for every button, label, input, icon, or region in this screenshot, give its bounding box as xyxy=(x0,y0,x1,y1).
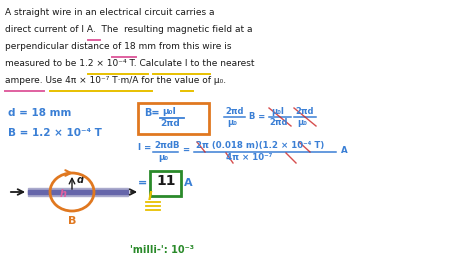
Text: ampere. Use 4π × 10⁻⁷ T·m/A for the value of μ₀.: ampere. Use 4π × 10⁻⁷ T·m/A for the valu… xyxy=(5,76,226,85)
Text: =: = xyxy=(182,146,189,155)
Text: 11: 11 xyxy=(156,174,176,188)
Bar xyxy=(28,188,128,196)
Text: 2πd: 2πd xyxy=(160,119,180,128)
Text: B: B xyxy=(68,216,76,226)
Text: d: d xyxy=(77,175,84,185)
FancyBboxPatch shape xyxy=(138,102,210,134)
FancyBboxPatch shape xyxy=(151,171,182,196)
Text: perpendicular distance of 18 mm from this wire is: perpendicular distance of 18 mm from thi… xyxy=(5,42,231,51)
Text: μ₀I: μ₀I xyxy=(271,107,284,116)
Text: μ₀: μ₀ xyxy=(227,118,237,127)
Text: =: = xyxy=(138,178,147,188)
Text: A: A xyxy=(341,146,347,155)
Text: μ₀: μ₀ xyxy=(297,118,307,127)
Text: 2πd: 2πd xyxy=(269,118,288,127)
Text: 2πd: 2πd xyxy=(295,107,313,116)
Bar xyxy=(28,190,128,194)
Text: 4π × 10⁻⁷: 4π × 10⁻⁷ xyxy=(226,153,273,162)
Text: I: I xyxy=(148,190,153,203)
Text: B =: B = xyxy=(249,112,265,121)
Text: 'milli-': 10⁻³: 'milli-': 10⁻³ xyxy=(130,245,194,255)
Text: B = 1.2 × 10⁻⁴ T: B = 1.2 × 10⁻⁴ T xyxy=(8,128,102,138)
Text: 2πdB: 2πdB xyxy=(154,141,180,150)
Text: μ₀: μ₀ xyxy=(158,153,168,162)
Text: B=: B= xyxy=(144,108,159,118)
Text: μ₀I: μ₀I xyxy=(162,107,176,116)
Text: 2πd: 2πd xyxy=(225,107,244,116)
Text: h: h xyxy=(60,189,66,199)
Text: A: A xyxy=(184,178,192,188)
Text: measured to be 1.2 × 10⁻⁴ T. Calculate I to the nearest: measured to be 1.2 × 10⁻⁴ T. Calculate I… xyxy=(5,59,255,68)
Text: direct current of I A.  The  resulting magnetic field at a: direct current of I A. The resulting mag… xyxy=(5,25,253,34)
Text: I =: I = xyxy=(138,143,151,152)
Text: A straight wire in an electrical circuit carries a: A straight wire in an electrical circuit… xyxy=(5,8,215,17)
Text: 2π (0.018 m)(1.2 × 10⁻⁴ T): 2π (0.018 m)(1.2 × 10⁻⁴ T) xyxy=(196,141,324,150)
Text: d = 18 mm: d = 18 mm xyxy=(8,108,72,118)
